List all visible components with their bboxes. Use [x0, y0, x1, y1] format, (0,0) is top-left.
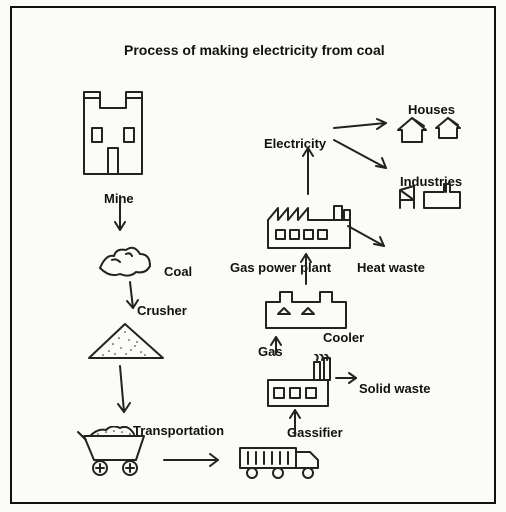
diagram-canvas: Process of making electricity from coal …: [0, 0, 506, 512]
arrow-truck-to-gassifier: [287, 406, 303, 440]
arrow-power-to-heat: [346, 222, 390, 252]
industries-icon: [394, 180, 472, 212]
arrow-electricity-to-houses: [332, 116, 394, 136]
houses-icon: [394, 108, 474, 146]
arrow-cooler-to-power: [298, 250, 314, 288]
gas-power-plant-icon: [264, 200, 354, 250]
gassifier-plant-icon: [262, 354, 344, 410]
label-gas-power-plant: Gas power plant: [230, 260, 331, 275]
cooler-unit-icon: [262, 288, 350, 332]
crushed-coal-heap-icon: [85, 318, 167, 362]
truck-icon: [234, 440, 324, 482]
arrow-gassifier-to-solid: [334, 370, 362, 386]
label-coal: Coal: [164, 264, 192, 279]
coal-pile-icon: [94, 244, 156, 278]
label-solid-waste: Solid waste: [359, 381, 431, 396]
diagram-title: Process of making electricity from coal: [124, 42, 385, 58]
coal-cart-icon: [74, 426, 154, 478]
arrow-cart-to-truck: [162, 450, 228, 470]
arrow-electricity-to-industries: [332, 136, 394, 176]
arrow-power-to-electricity: [300, 144, 316, 198]
label-crusher: Crusher: [137, 303, 187, 318]
label-heat-waste: Heat waste: [357, 260, 425, 275]
arrow-crusher-to-transport: [112, 364, 138, 422]
label-electricity: Electricity: [264, 136, 326, 151]
mine-building-icon: [78, 86, 148, 176]
diagram-frame: Process of making electricity from coal …: [10, 6, 496, 504]
arrow-coal-to-crusher: [122, 280, 142, 316]
label-cooler: Cooler: [323, 330, 364, 345]
arrow-mine-to-coal: [112, 194, 128, 238]
arrow-gassifier-to-cooler: [268, 334, 284, 358]
